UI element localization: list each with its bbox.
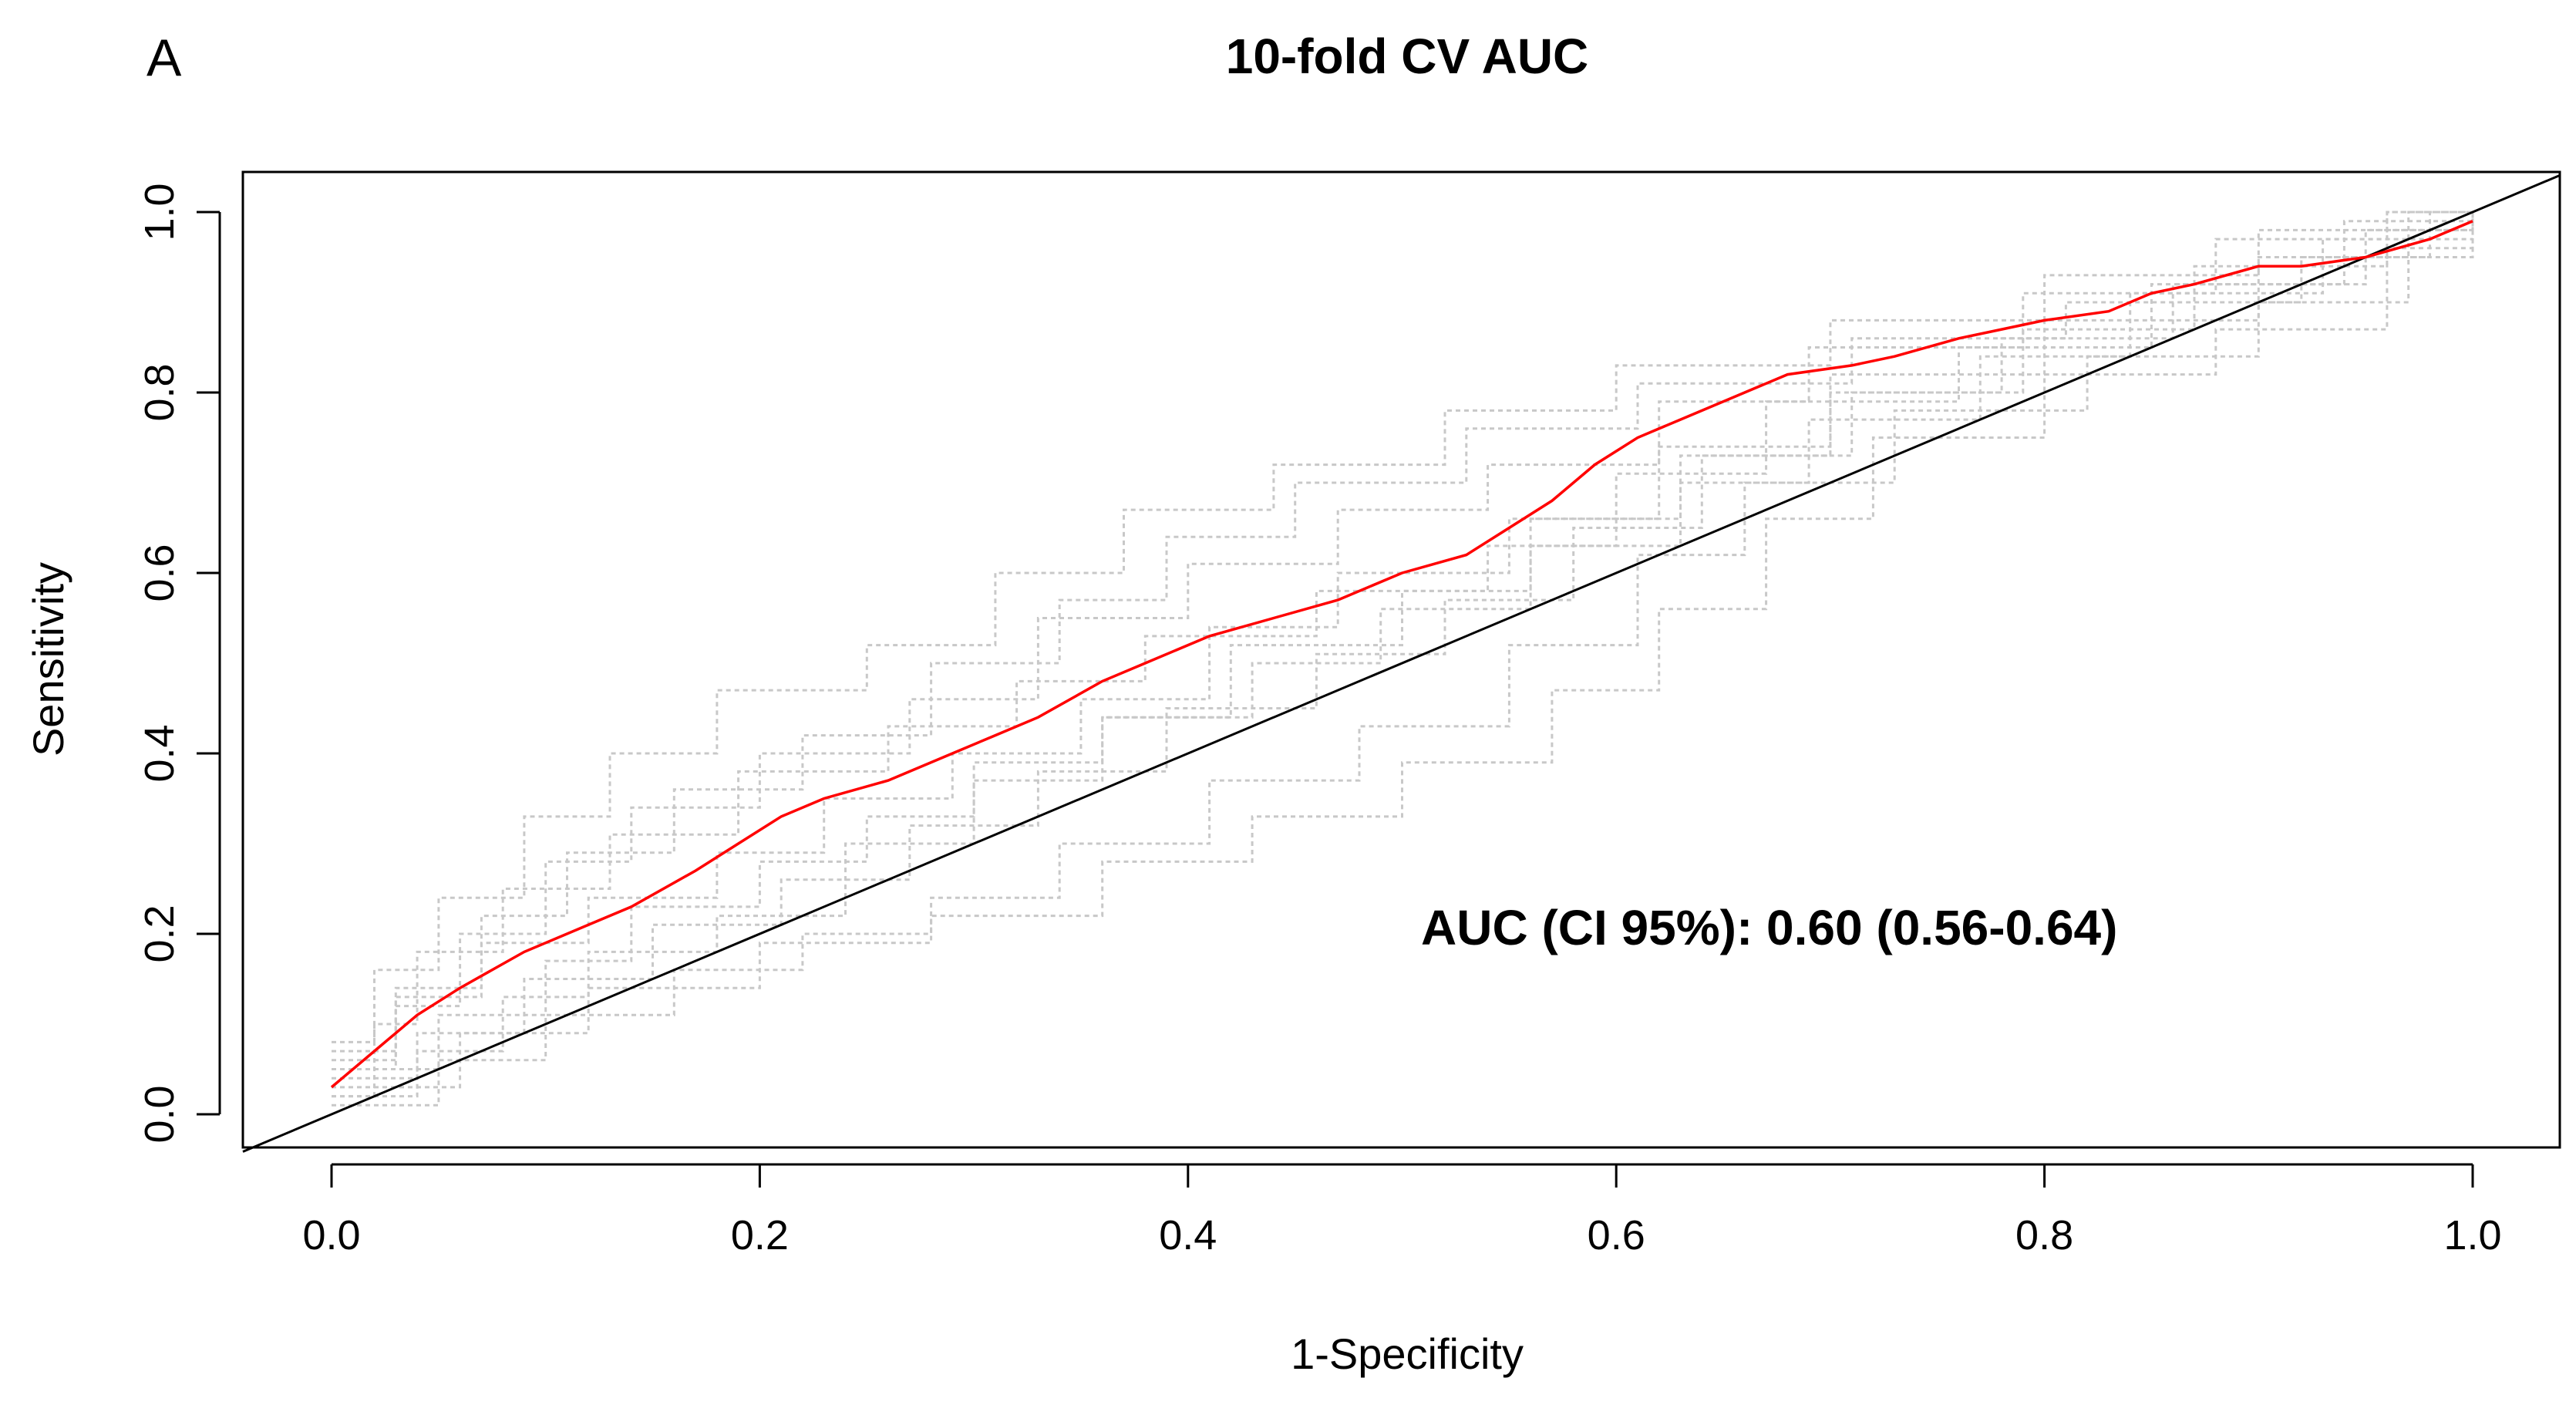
y-tick-label: 0.4 <box>136 724 183 782</box>
chance-diagonal <box>242 174 2561 1153</box>
y-tick-label: 1.0 <box>136 183 183 241</box>
x-tick-label: 0.6 <box>1588 1212 1645 1258</box>
fold-roc-curve-8 <box>332 228 2473 1080</box>
x-tick-label: 0.2 <box>731 1212 789 1258</box>
fold-roc-curve-10 <box>332 238 2473 1070</box>
x-tick-label: 1.0 <box>2443 1212 2501 1258</box>
y-tick-label: 0.0 <box>136 1085 183 1143</box>
x-tick-label: 0.0 <box>302 1212 360 1258</box>
fold-roc-curve-9 <box>332 211 2473 1053</box>
y-axis-label: Sensitivity <box>24 562 72 756</box>
chart-title: 10-fold CV AUC <box>1226 29 1589 84</box>
x-tick-label: 0.8 <box>2015 1212 2073 1258</box>
y-tick-label: 0.2 <box>136 905 183 962</box>
y-tick-label: 0.8 <box>136 363 183 421</box>
fold-roc-curve-3 <box>332 211 2473 1107</box>
fold-roc-curve-1 <box>332 212 2474 1098</box>
fold-roc-curve-2 <box>332 211 2473 1070</box>
fold-curves <box>332 211 2474 1107</box>
fold-roc-curve-6 <box>332 211 2473 1062</box>
y-tick-label: 0.6 <box>136 544 183 601</box>
fold-roc-curve-5 <box>332 212 2474 1089</box>
auc-annotation: AUC (CI 95%): 0.60 (0.56-0.64) <box>1421 900 2117 955</box>
mean-roc-curve <box>330 220 2473 1089</box>
x-axis: 0.0 0.2 0.4 0.6 0.8 1.0 <box>302 1163 2502 1258</box>
y-axis: 0.0 0.2 0.4 0.6 0.8 1.0 <box>136 183 221 1144</box>
plot-frame <box>241 170 2561 1149</box>
x-axis-label: 1-Specificity <box>1291 1329 1524 1378</box>
panel-label: A <box>146 29 182 87</box>
x-tick-label: 0.4 <box>1159 1212 1217 1258</box>
fold-roc-curve-7 <box>332 220 2473 1098</box>
